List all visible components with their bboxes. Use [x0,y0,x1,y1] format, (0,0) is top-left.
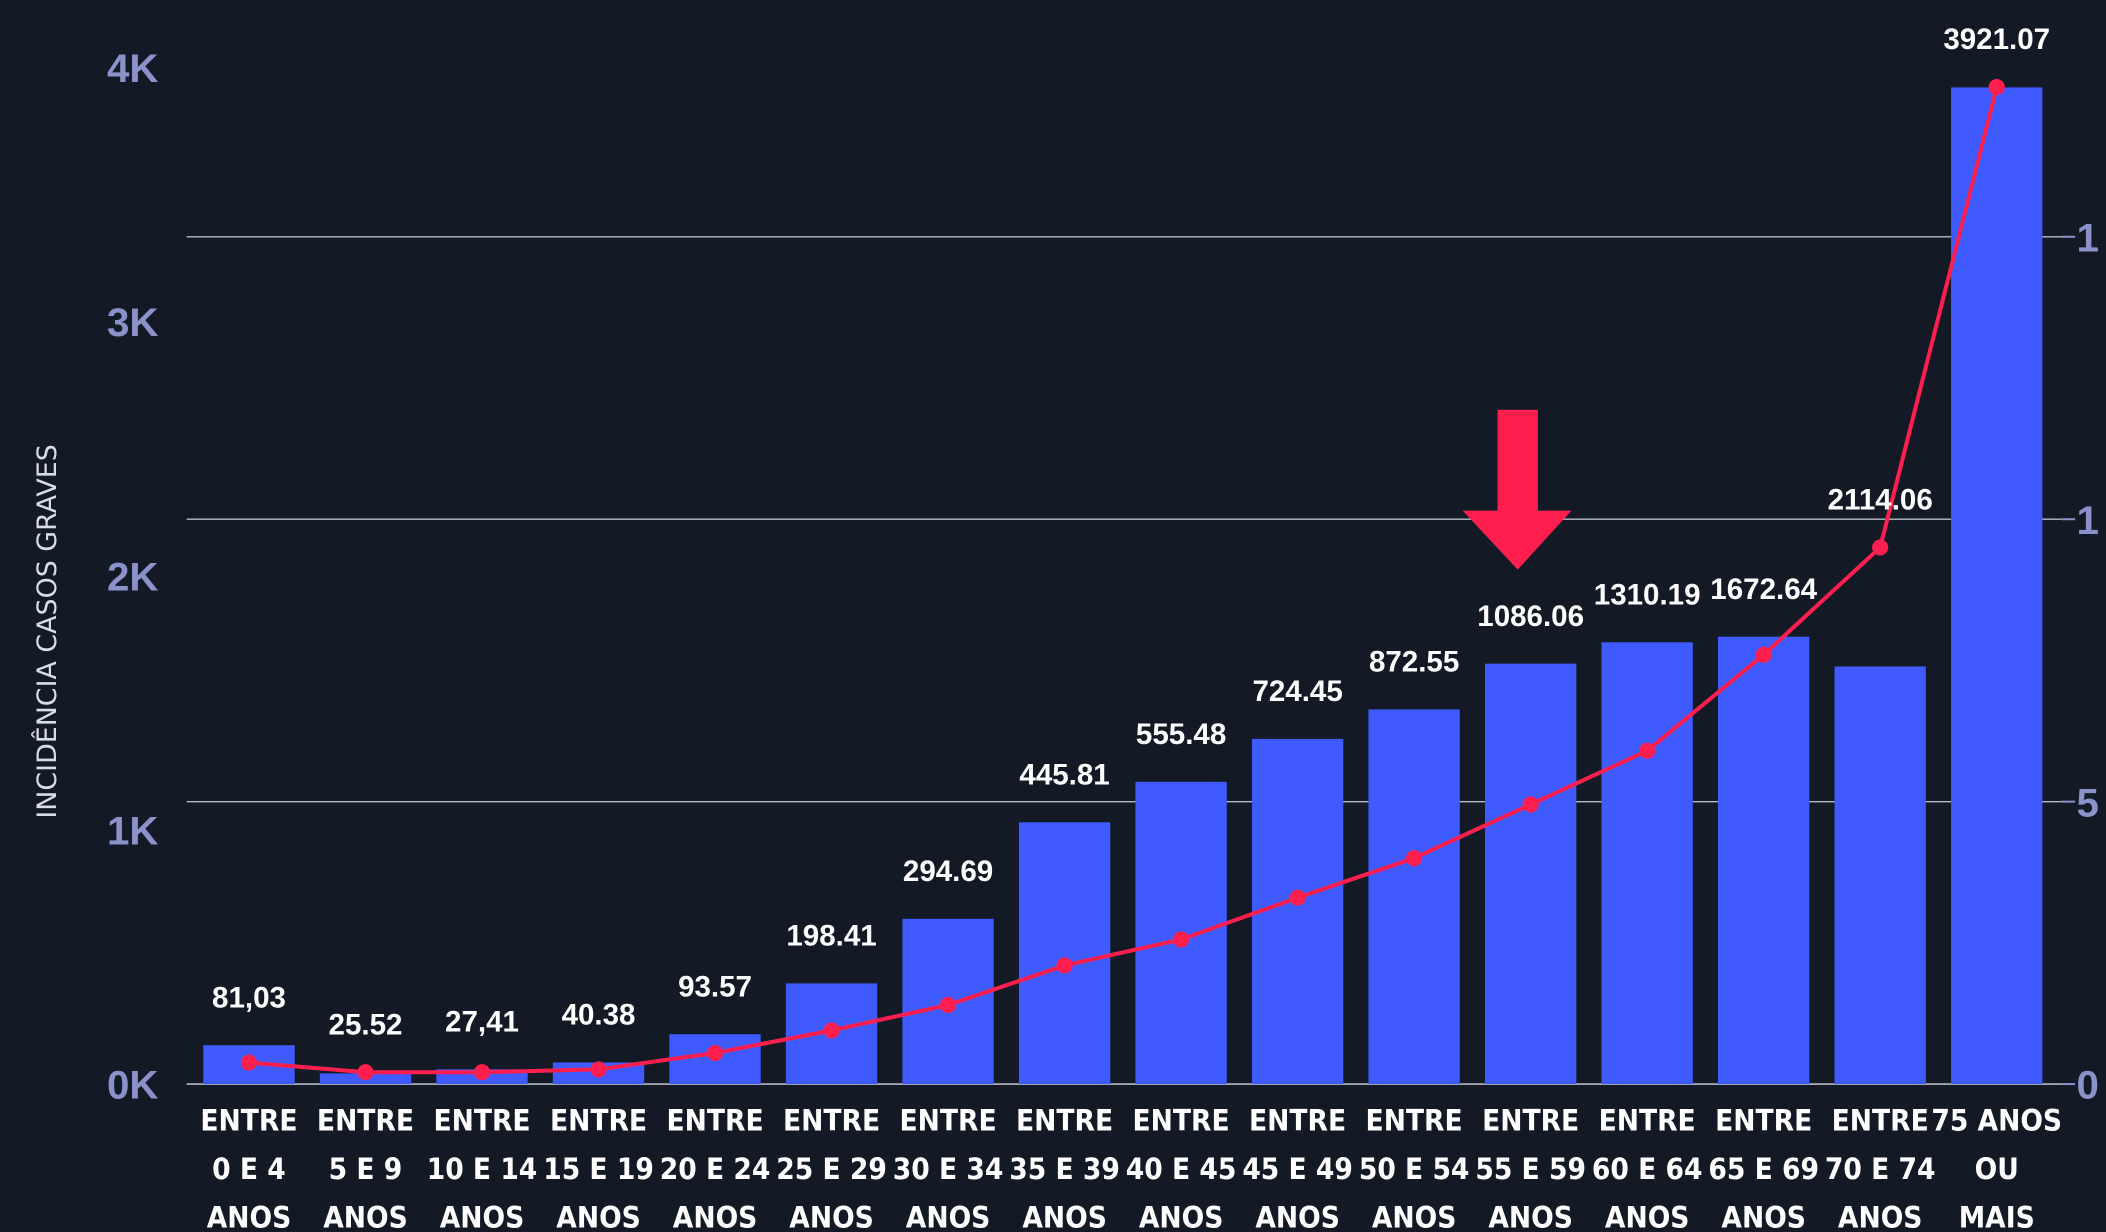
x-tick-label: ENTRE 45 E 49 ANOS [1242,1103,1353,1232]
line-point [1173,931,1190,948]
line-point [473,1064,491,1081]
data-annotation: 25.52 [329,1008,403,1041]
y2-tick-label: 1 [2076,498,2098,543]
line-point [1406,850,1423,867]
line-point [240,1054,258,1071]
x-tick-label: ENTRE 20 E 24 ANOS [660,1103,771,1232]
bar [1484,663,1577,1085]
x-tick-label: ENTRE 50 E 54 ANOS [1359,1103,1470,1232]
data-annotation: 198.41 [786,920,876,953]
arrow-head [1462,510,1572,570]
line-point [357,1064,374,1081]
x-tick-label: ENTRE 35 E 39 ANOS [1009,1103,1120,1232]
y2-tick-label: 0 [2076,1063,2098,1108]
y-tick-label: 0K [107,1063,159,1108]
y2-tick-label: 5 [2076,780,2098,825]
line-point [940,996,957,1014]
arrow-shaft [1497,409,1538,515]
line-point [823,1022,840,1039]
x-tick-label: ENTRE 65 E 69 ANOS [1708,1103,1819,1232]
x-tick-label: ENTRE 70 E 74 ANOS [1825,1103,1936,1232]
x-tick-label: ENTRE 10 E 14 ANOS [427,1103,538,1232]
line [248,86,1999,1075]
data-annotation: 294.69 [903,855,993,888]
data-annotation: 93.57 [678,970,752,1003]
line-point [1639,742,1656,759]
y-tick-label: 1K [107,809,159,854]
data-annotation: 27,41 [445,1005,519,1038]
data-annotation: 3921.07 [1943,23,2050,56]
data-annotation: 1672.64 [1710,573,1817,606]
data-annotation: 2114.06 [1828,484,1933,517]
data-annotation: 81,03 [212,981,286,1014]
line-point [1872,539,1889,556]
y-tick-label: 2K [107,554,159,599]
y-tick-label: 4K [107,46,159,91]
y-axis-title: INCIDÊNCIA CASOS GRAVES [31,444,63,818]
highlight-arrow [1462,409,1572,570]
data-annotation: 1086.06 [1477,600,1584,633]
bar [1018,822,1111,1085]
line-point [1289,889,1306,906]
x-tick-label: ENTRE 40 E 45 ANOS [1126,1103,1237,1232]
data-annotation: 872.55 [1369,646,1459,679]
x-tick-label: ENTRE 60 E 64 ANOS [1592,1103,1703,1232]
bar [1601,642,1693,1085]
y-tick-label: 3K [107,300,159,345]
data-annotation: 724.45 [1252,675,1342,708]
line-point [706,1044,724,1062]
x-tick-label: ENTRE 0 E 4 ANOS [200,1103,297,1232]
bar [1251,738,1344,1085]
data-annotation: 445.81 [1019,758,1109,791]
line-point [590,1061,607,1078]
bar [1368,709,1460,1085]
line-point [1522,796,1539,813]
x-tick-label: ENTRE 15 E 19 ANOS [543,1103,654,1232]
x-tick-label: 75 ANOS OU MAIS [1931,1103,2062,1232]
line-point [1755,646,1772,663]
line-point [1056,957,1073,974]
x-tick-label: ENTRE 55 E 59 ANOS [1475,1103,1586,1232]
bar [1834,666,1926,1085]
x-tick-label: ENTRE 30 E 34 ANOS [893,1103,1004,1232]
data-annotation: 1310.19 [1594,578,1701,611]
data-annotation: 555.48 [1136,718,1226,751]
x-tick-label: ENTRE 25 E 29 ANOS [776,1103,887,1232]
bar [1718,636,1810,1085]
y2-tick-label: 1 [2076,215,2098,260]
line-point [1988,79,2005,96]
data-annotation: 40.38 [562,999,636,1032]
x-tick-label: ENTRE 5 E 9 ANOS [317,1103,414,1232]
bar [1951,87,2043,1085]
